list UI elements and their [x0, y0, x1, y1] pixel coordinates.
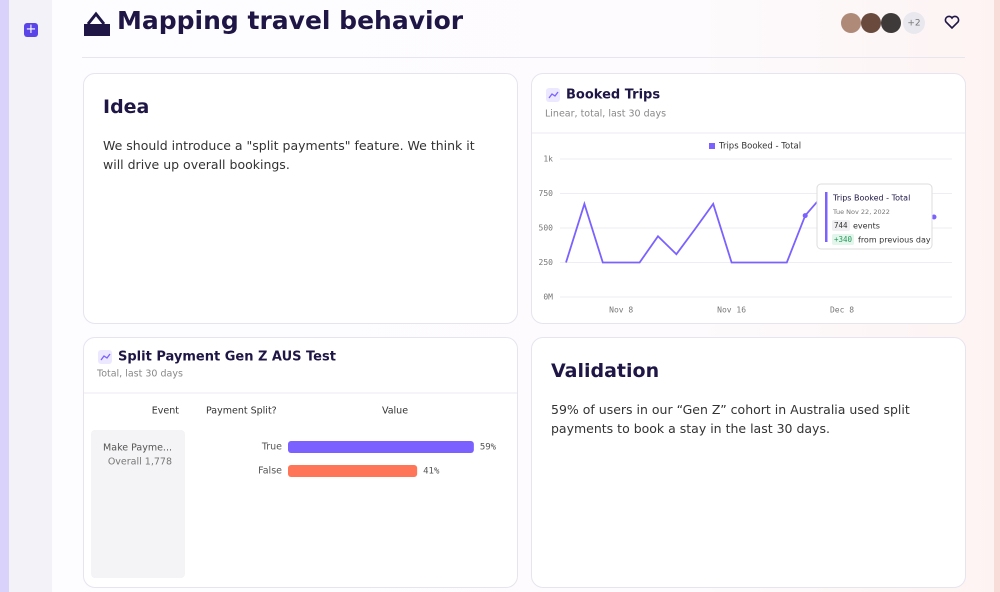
column-header: Value: [382, 406, 408, 417]
chart-title: Booked Trips: [566, 88, 660, 103]
card-body: 59% of users in our “Gen Z” cohort in Au…: [551, 402, 910, 436]
chart-subtitle: Linear, total, last 30 days: [545, 109, 666, 120]
value-label: 41%: [423, 467, 440, 477]
event-name: Make Payme...: [103, 443, 172, 454]
sidebar: +: [0, 0, 52, 592]
point: [802, 213, 808, 219]
divider: [82, 57, 965, 58]
point: [931, 214, 937, 220]
tooltip-change-text: from previous day: [858, 236, 931, 245]
chart-icon-line: [548, 91, 559, 99]
tooltip-unit: events: [853, 222, 880, 231]
tooltip-title: Trips Booked - Total: [832, 194, 910, 203]
column-header: Payment Split?: [206, 406, 277, 417]
validation-card: Validation 59% of users in our “Gen Z” c…: [531, 337, 966, 588]
avatars: +2: [841, 12, 960, 34]
avatar[interactable]: [841, 13, 861, 33]
bar: [288, 465, 418, 477]
tooltip-value: 744: [834, 221, 848, 230]
y-tick-label: 0M: [543, 293, 553, 302]
bar-label: False: [258, 466, 282, 477]
bar: [288, 441, 474, 453]
chart-title: Split Payment Gen Z AUS Test: [118, 350, 336, 365]
add-button[interactable]: +: [24, 22, 38, 37]
y-tick-label: 500: [539, 224, 554, 233]
y-tick-label: 750: [539, 189, 554, 198]
event-total: Overall 1,778: [108, 457, 172, 468]
column-header: Event: [152, 406, 179, 417]
event-cell: [91, 430, 185, 578]
right-edge: [994, 0, 1000, 592]
bar-label: True: [261, 442, 282, 453]
x-tick-label: Dec 8: [830, 306, 854, 315]
card-title: Validation: [551, 360, 660, 382]
chart-subtitle: Total, last 30 days: [96, 369, 183, 380]
tooltip: [816, 183, 933, 250]
x-tick-label: Nov 8: [609, 306, 633, 315]
legend-swatch: [709, 143, 715, 149]
page-title: Mapping travel behavior: [117, 6, 464, 35]
avatar[interactable]: [881, 13, 901, 33]
y-tick-label: 250: [539, 258, 554, 267]
favorite[interactable]: [944, 15, 960, 30]
tooltip-chip: [832, 234, 854, 245]
x-tick-label: Nov 16: [717, 306, 746, 315]
tooltip-bar: [825, 192, 828, 242]
board-icon: [84, 11, 110, 36]
card-title: Idea: [103, 96, 150, 118]
tooltip-chip: [832, 220, 850, 231]
chart-icon-line: [100, 353, 111, 361]
card-body: We should introduce a "split payments" f…: [103, 138, 475, 172]
tooltip-change: +340: [834, 235, 853, 244]
avatar[interactable]: [861, 13, 881, 33]
value-label: 59%: [480, 443, 497, 453]
more-avatars: +2: [907, 19, 920, 29]
legend-label: Trips Booked - Total: [718, 142, 801, 152]
y-tick-label: 1k: [543, 155, 553, 164]
tooltip-date: Tue Nov 22, 2022: [832, 208, 890, 216]
idea-card: Idea We should introduce a "split paymen…: [83, 73, 518, 324]
